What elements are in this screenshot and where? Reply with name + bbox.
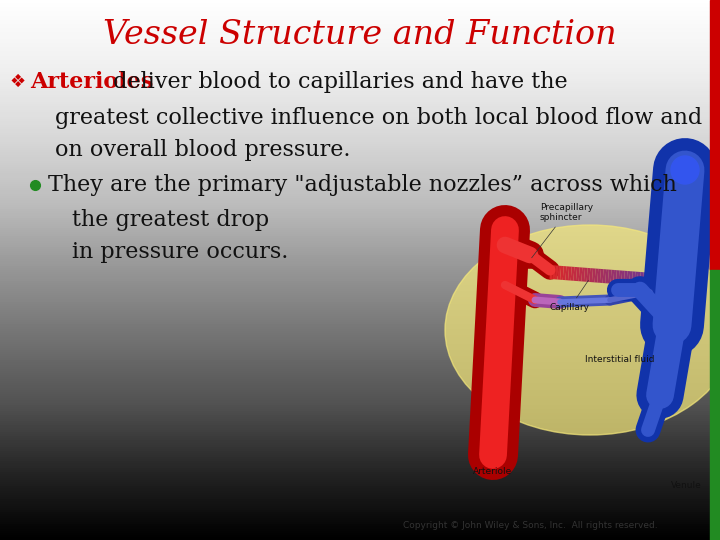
Circle shape (663, 148, 707, 192)
Text: Arteriole: Arteriole (473, 468, 513, 476)
Text: the greatest drop: the greatest drop (72, 209, 269, 231)
Bar (710, 0, 720, 270)
Text: They are the primary "adjustable nozzles” across which: They are the primary "adjustable nozzles… (48, 174, 677, 196)
Bar (710, 270, 720, 540)
Text: Arterioles: Arterioles (30, 71, 153, 93)
Text: Precapillary
sphincter: Precapillary sphincter (531, 202, 593, 258)
Text: Interstitial fluid: Interstitial fluid (585, 355, 654, 364)
Text: Vessel Structure and Function: Vessel Structure and Function (103, 19, 617, 51)
Text: Venule: Venule (670, 481, 701, 489)
Circle shape (671, 156, 699, 184)
Text: ❖: ❖ (10, 73, 26, 91)
Text: in pressure occurs.: in pressure occurs. (72, 241, 289, 263)
Text: Copyright © John Wiley & Sons, Inc.  All rights reserved.: Copyright © John Wiley & Sons, Inc. All … (402, 521, 657, 530)
Text: greatest collective influence on both local blood flow and: greatest collective influence on both lo… (55, 107, 702, 129)
Text: deliver blood to capillaries and have the: deliver blood to capillaries and have th… (106, 71, 567, 93)
Text: on overall blood pressure.: on overall blood pressure. (55, 139, 351, 161)
Ellipse shape (445, 225, 720, 435)
Text: Capillary: Capillary (550, 280, 590, 312)
